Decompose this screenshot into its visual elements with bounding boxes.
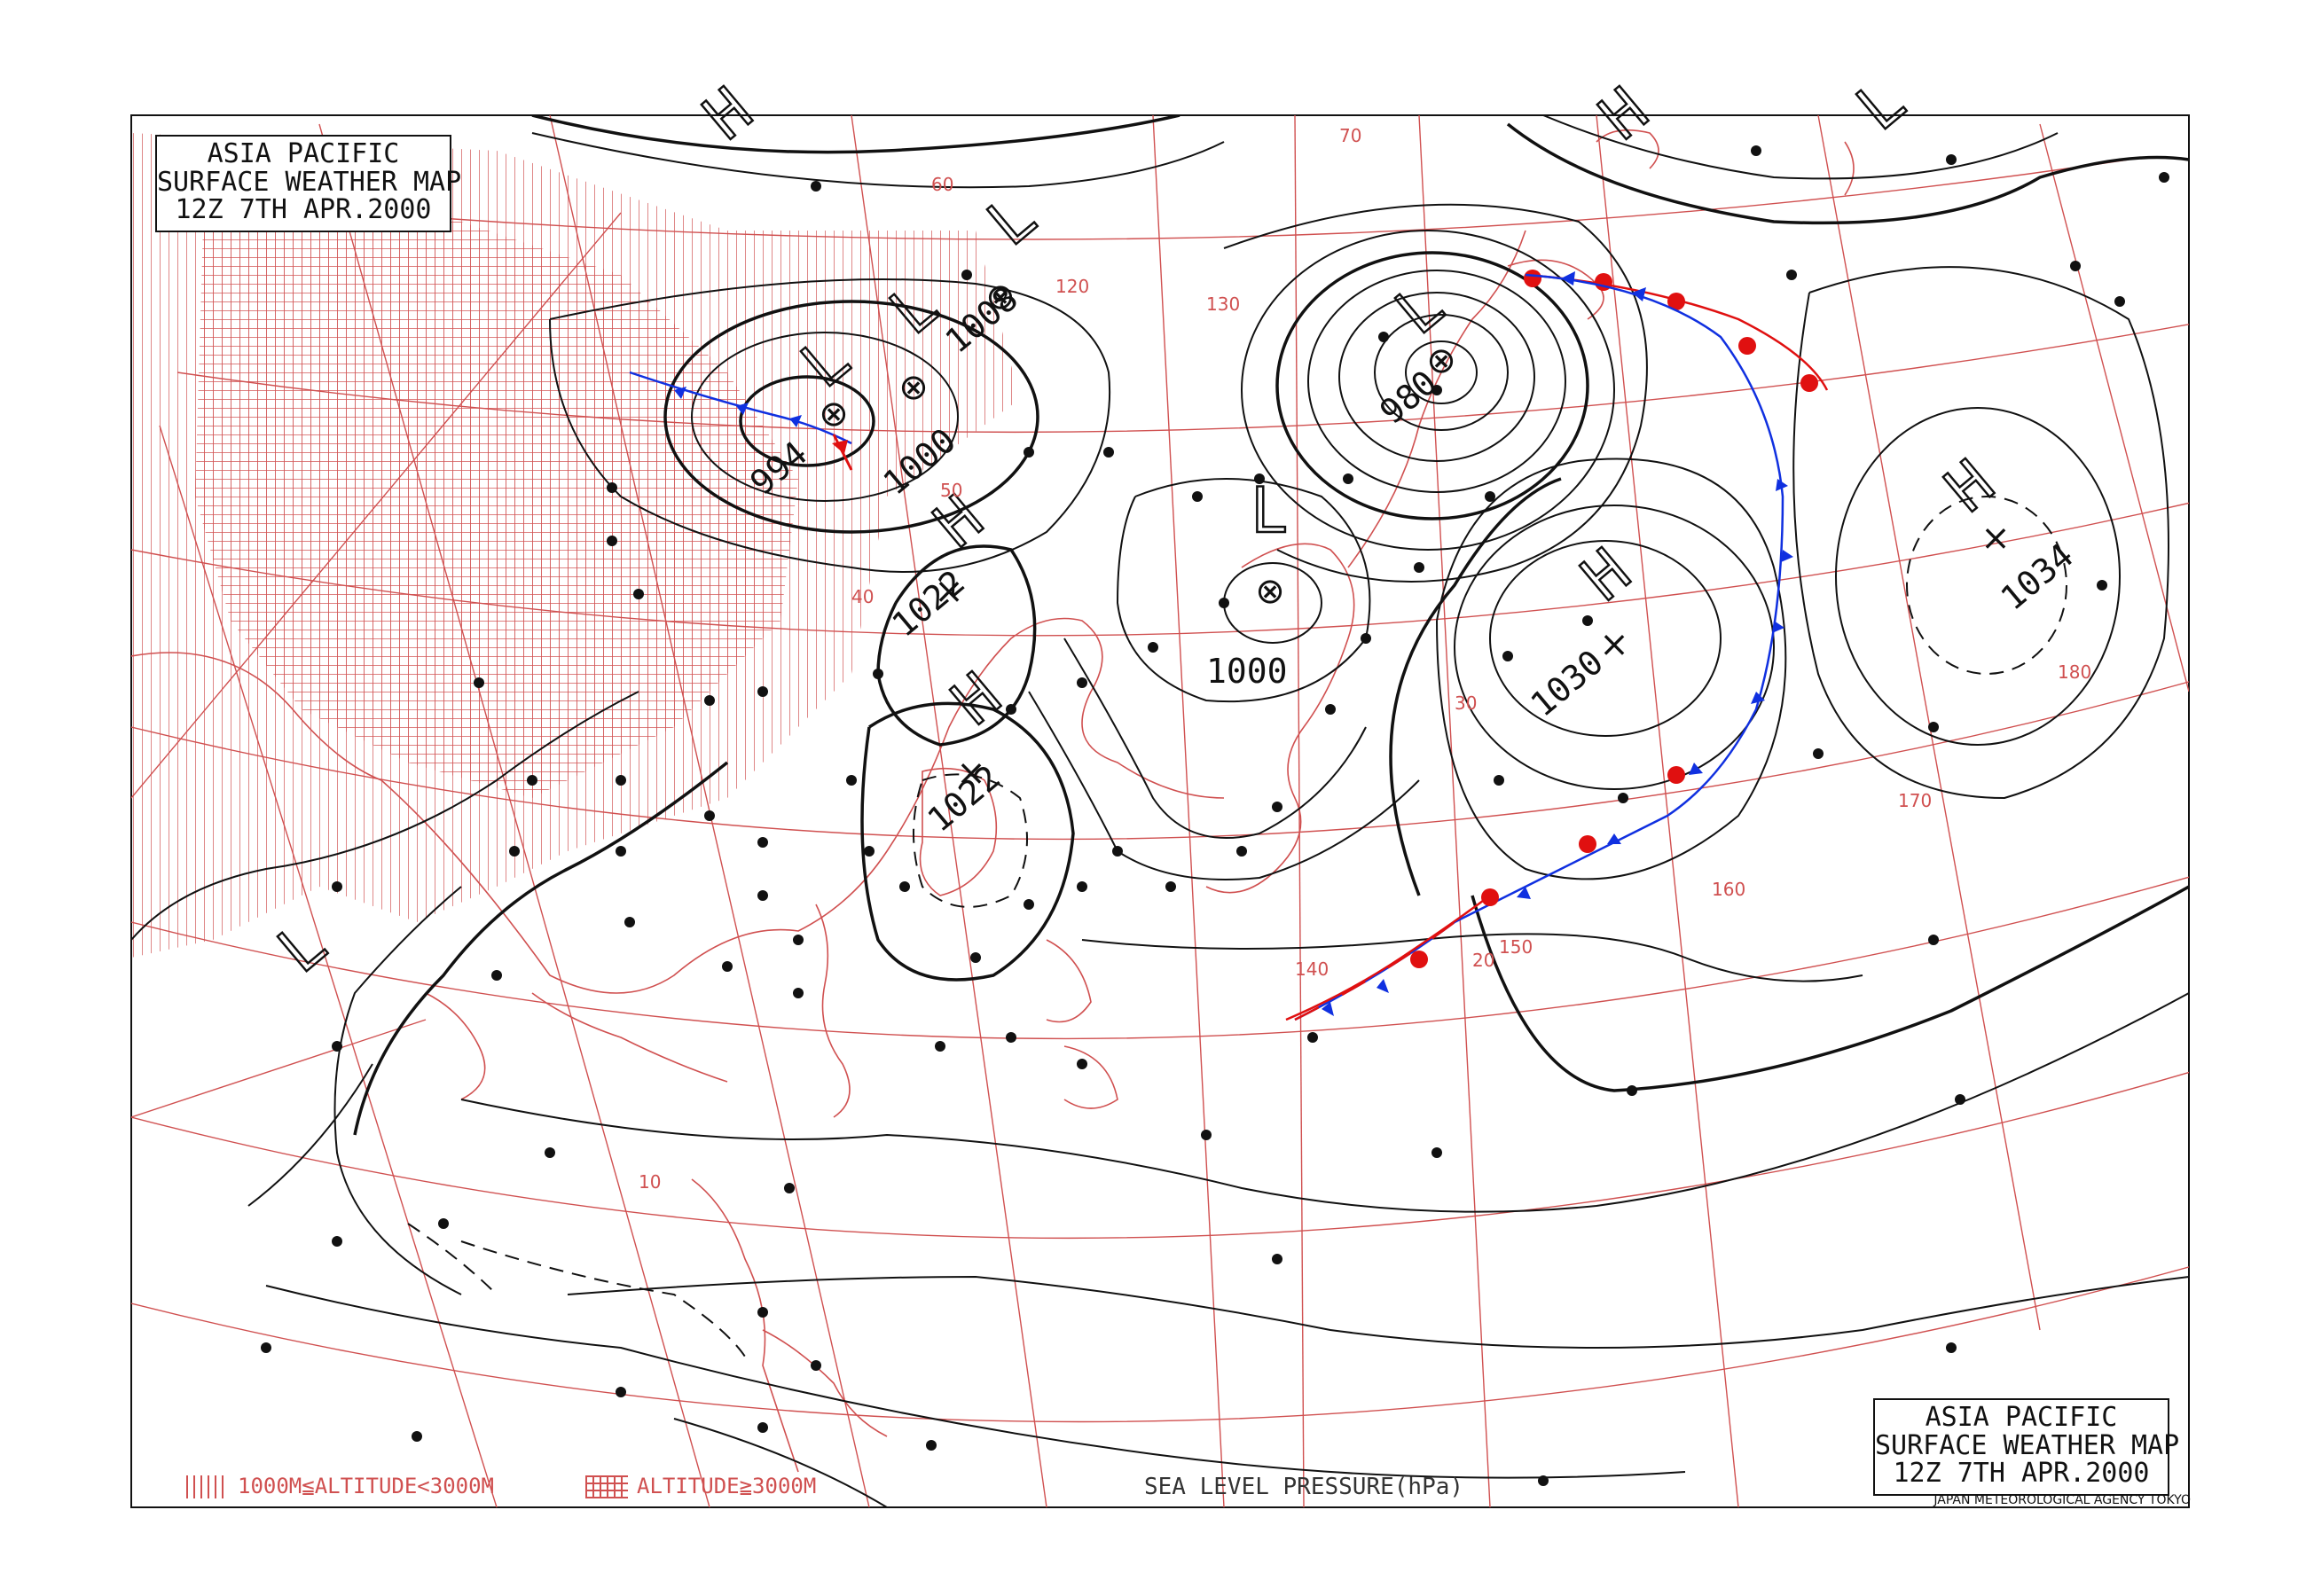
pressure-center-mark: ⊗ (898, 367, 929, 408)
vertical-hatch-swatch (186, 1475, 229, 1498)
title-line-1: ASIA PACIFIC (1925, 1402, 2118, 1433)
title-line-2: SURFACE WEATHER MAP (157, 166, 462, 198)
cold-front-west (629, 371, 852, 445)
pressure-center-mark: × (956, 753, 986, 794)
isobars (131, 115, 2189, 1507)
stationary-front-south (1294, 766, 1685, 1021)
graticule-label: 130 (1206, 293, 1240, 315)
title-line-2: SURFACE WEATHER MAP (1875, 1429, 2180, 1461)
terrain-high-altitude (195, 195, 798, 798)
legend-mid-altitude: 1000M≦ALTITUDE<3000M (186, 1474, 494, 1498)
station-plots (261, 145, 2169, 1486)
pressure-center-mark: × (1980, 518, 2011, 559)
graticule-label: 50 (940, 480, 962, 501)
cross-hatch-swatch (585, 1475, 628, 1498)
longitude-lines (131, 115, 2189, 1507)
pressure-center-mark: ⊗ (985, 277, 1016, 317)
legend-high-altitude-label: ALTITUDE≧3000M (637, 1474, 817, 1498)
agency-credit: JAPAN METEOROLOGICAL AGENCY TOKYO (1933, 1493, 2191, 1507)
cold-front-east (1454, 271, 1793, 924)
graticule-label: 20 (1472, 950, 1494, 971)
graticule-label: 150 (1499, 936, 1533, 958)
pressure-center-mark: ⊗ (1426, 340, 1456, 381)
graticule-label: 140 (1295, 958, 1329, 980)
low-pressure-symbol: L (1251, 474, 1288, 547)
map-title-top-left: ASIA PACIFIC SURFACE WEATHER MAP 12Z 7TH… (155, 135, 462, 232)
graticule-label: 120 (1055, 276, 1089, 297)
graticule-labels: 70 60 50 40 30 20 10 120 130 140 150 160 170 180 (639, 125, 2091, 1193)
legend-high-altitude: ALTITUDE≧3000M (585, 1474, 816, 1498)
title-line-3: 12Z 7TH APR.2000 (175, 194, 432, 225)
sea-level-pressure-caption: SEA LEVEL PRESSURE(hPa) (1144, 1474, 1464, 1500)
graticule-label: 160 (1712, 879, 1745, 900)
graticule-label: 180 (2058, 661, 2091, 683)
pressure-center-mark: × (1599, 624, 1629, 665)
pressure-value: 1000 (1206, 652, 1288, 691)
map-title-bottom-right: ASIA PACIFIC SURFACE WEATHER MAP 12Z 7TH… (1873, 1398, 2180, 1496)
pressure-center-mark: × (934, 571, 964, 612)
pressure-center-mark: ⊗ (819, 394, 849, 434)
pressure-center-mark: ⊗ (1255, 571, 1285, 612)
graticule-label: 60 (931, 174, 953, 195)
graticule-label: 70 (1339, 125, 1361, 146)
title-line-1: ASIA PACIFIC (207, 138, 400, 169)
graticule-label: 30 (1455, 692, 1477, 714)
graticule-label: 10 (639, 1171, 661, 1193)
front-junction (1285, 894, 1491, 1021)
title-line-3: 12Z 7TH APR.2000 (1893, 1458, 2150, 1489)
graticule-label: 40 (851, 586, 874, 607)
legend-mid-altitude-label: 1000M≦ALTITUDE<3000M (238, 1474, 494, 1498)
latitude-lines (131, 159, 2189, 1423)
graticule-label: 170 (1898, 790, 1932, 811)
